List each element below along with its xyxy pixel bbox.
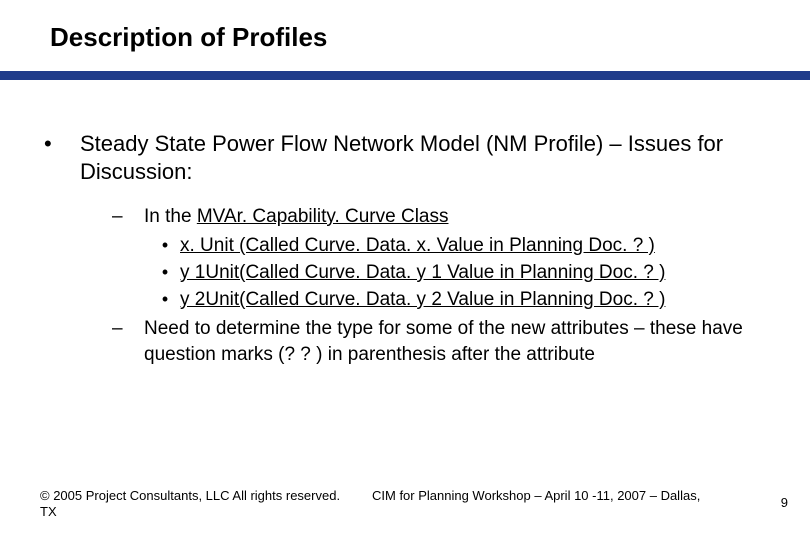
lead-text: In the [144,206,197,227]
bullet-text: Need to determine the type for some of t… [144,316,770,368]
title-area: Description of Profiles [0,0,810,53]
dash-marker: – [112,204,144,230]
footer-copyright: © 2005 Project Consultants, LLC All righ… [40,488,360,520]
bullet-text: In the MVAr. Capability. Curve Class [144,204,770,230]
dash-marker: – [112,316,144,342]
bullet-level-1: • Steady State Power Flow Network Model … [40,130,770,186]
underlined-text: y 2Unit(Called Curve. Data. y 2 Value in… [180,287,770,312]
bullet-level-3: • y 1Unit(Called Curve. Data. y 1 Value … [112,260,770,285]
bullet-level-2: – In the MVAr. Capability. Curve Class [112,204,770,230]
dot-marker: • [150,233,180,258]
title-underline [0,71,810,80]
underlined-text: y 1Unit(Called Curve. Data. y 1 Value in… [180,260,770,285]
bullet-level-2: – Need to determine the type for some of… [112,316,770,368]
bullet-level-3: • x. Unit (Called Curve. Data. x. Value … [112,233,770,258]
slide-title: Description of Profiles [50,22,810,53]
page-number: 9 [781,495,788,510]
dot-marker: • [150,260,180,285]
underlined-text: x. Unit (Called Curve. Data. x. Value in… [180,233,770,258]
footer-event: CIM for Planning Workshop – April 10 -11… [360,488,770,504]
dot-marker: • [150,287,180,312]
bullet-marker: • [40,130,80,158]
sub-list: – In the MVAr. Capability. Curve Class •… [40,204,770,368]
content-area: • Steady State Power Flow Network Model … [0,80,810,368]
bullet-level-3: • y 2Unit(Called Curve. Data. y 2 Value … [112,287,770,312]
footer: © 2005 Project Consultants, LLC All righ… [40,488,770,520]
underlined-text: MVAr. Capability. Curve Class [197,206,449,227]
bullet-text: Steady State Power Flow Network Model (N… [80,130,770,186]
slide: Description of Profiles • Steady State P… [0,0,810,540]
